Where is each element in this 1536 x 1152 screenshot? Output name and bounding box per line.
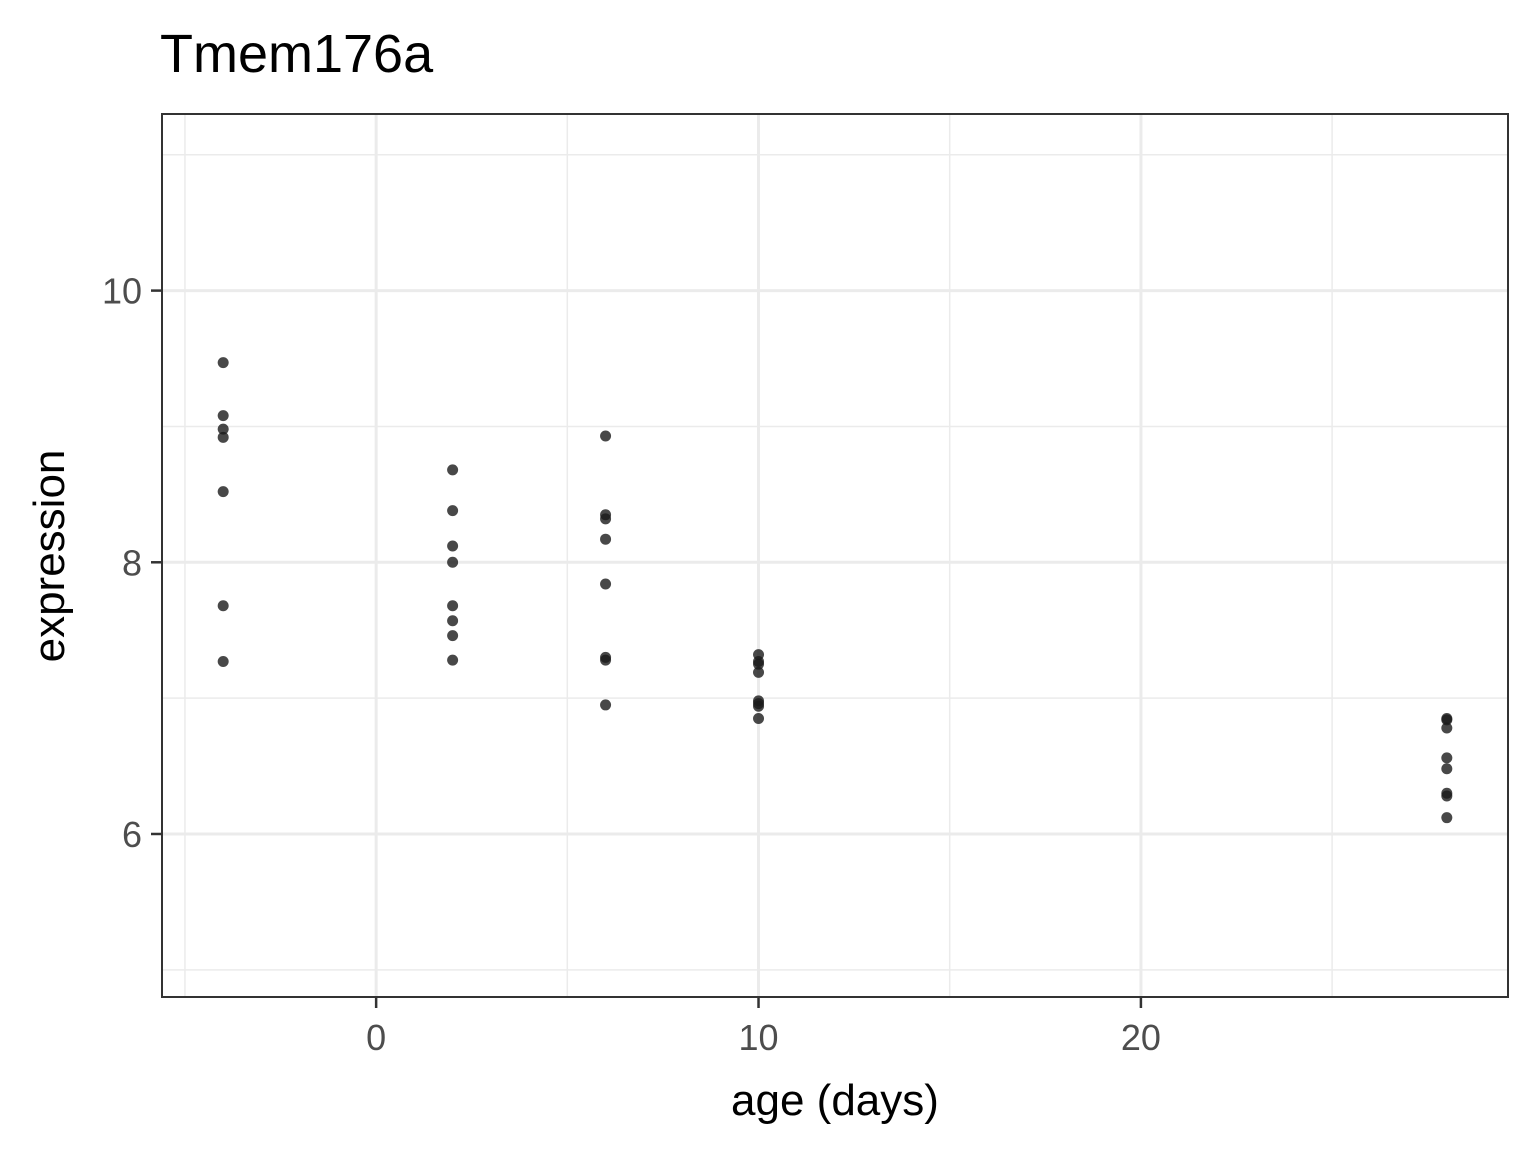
y-tick-label: 6 bbox=[122, 814, 142, 855]
x-axis-label: age (days) bbox=[731, 1076, 939, 1125]
data-point bbox=[447, 556, 459, 568]
y-tick-label: 8 bbox=[122, 542, 142, 583]
data-point bbox=[217, 486, 229, 498]
data-points bbox=[217, 357, 1453, 824]
data-point bbox=[217, 410, 229, 422]
data-point bbox=[217, 357, 229, 369]
data-point bbox=[600, 654, 612, 666]
x-tick-label: 0 bbox=[366, 1017, 386, 1058]
data-point bbox=[753, 658, 765, 670]
data-point bbox=[1441, 714, 1453, 726]
data-point bbox=[1441, 763, 1453, 775]
data-point bbox=[217, 600, 229, 612]
data-point bbox=[600, 513, 612, 525]
data-point bbox=[600, 578, 612, 590]
data-point bbox=[447, 540, 459, 552]
y-tick-label: 10 bbox=[102, 271, 142, 312]
major-gridlines bbox=[162, 114, 1508, 997]
data-point bbox=[447, 630, 459, 642]
data-point bbox=[600, 430, 612, 442]
x-axis-ticks: 0 10 20 bbox=[366, 997, 1161, 1058]
x-tick-label: 20 bbox=[1121, 1017, 1161, 1058]
data-point bbox=[1441, 790, 1453, 802]
data-point bbox=[753, 700, 765, 712]
data-point bbox=[447, 615, 459, 627]
data-point bbox=[753, 666, 765, 678]
plot-panel bbox=[162, 114, 1508, 997]
data-point bbox=[1441, 752, 1453, 764]
plot-border bbox=[161, 113, 1509, 998]
data-point bbox=[217, 431, 229, 443]
data-point bbox=[600, 699, 612, 711]
x-tick-label: 10 bbox=[738, 1017, 778, 1058]
y-axis-label: expression bbox=[25, 450, 74, 663]
data-point bbox=[447, 464, 459, 476]
data-point bbox=[1441, 722, 1453, 734]
data-point bbox=[600, 533, 612, 545]
data-point bbox=[447, 654, 459, 666]
y-axis-ticks: 6 8 10 bbox=[102, 271, 162, 855]
data-point bbox=[447, 505, 459, 517]
minor-gridlines bbox=[162, 114, 1508, 997]
data-point bbox=[1441, 812, 1453, 824]
data-point bbox=[217, 423, 229, 435]
data-point bbox=[447, 600, 459, 612]
chart-title: Tmem176a bbox=[160, 24, 434, 84]
data-point bbox=[217, 655, 229, 667]
data-point bbox=[753, 713, 765, 725]
